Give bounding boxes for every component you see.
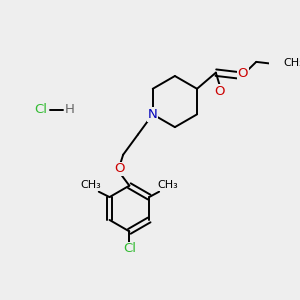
Text: N: N bbox=[148, 108, 158, 121]
Text: O: O bbox=[115, 163, 125, 176]
Text: CH₃: CH₃ bbox=[158, 180, 178, 190]
Text: O: O bbox=[238, 68, 248, 80]
Text: H: H bbox=[65, 103, 75, 116]
Text: Cl: Cl bbox=[34, 103, 47, 116]
Text: O: O bbox=[214, 85, 225, 98]
Text: CH₃: CH₃ bbox=[284, 58, 300, 68]
Text: Cl: Cl bbox=[123, 242, 136, 255]
Text: CH₃: CH₃ bbox=[80, 180, 101, 190]
